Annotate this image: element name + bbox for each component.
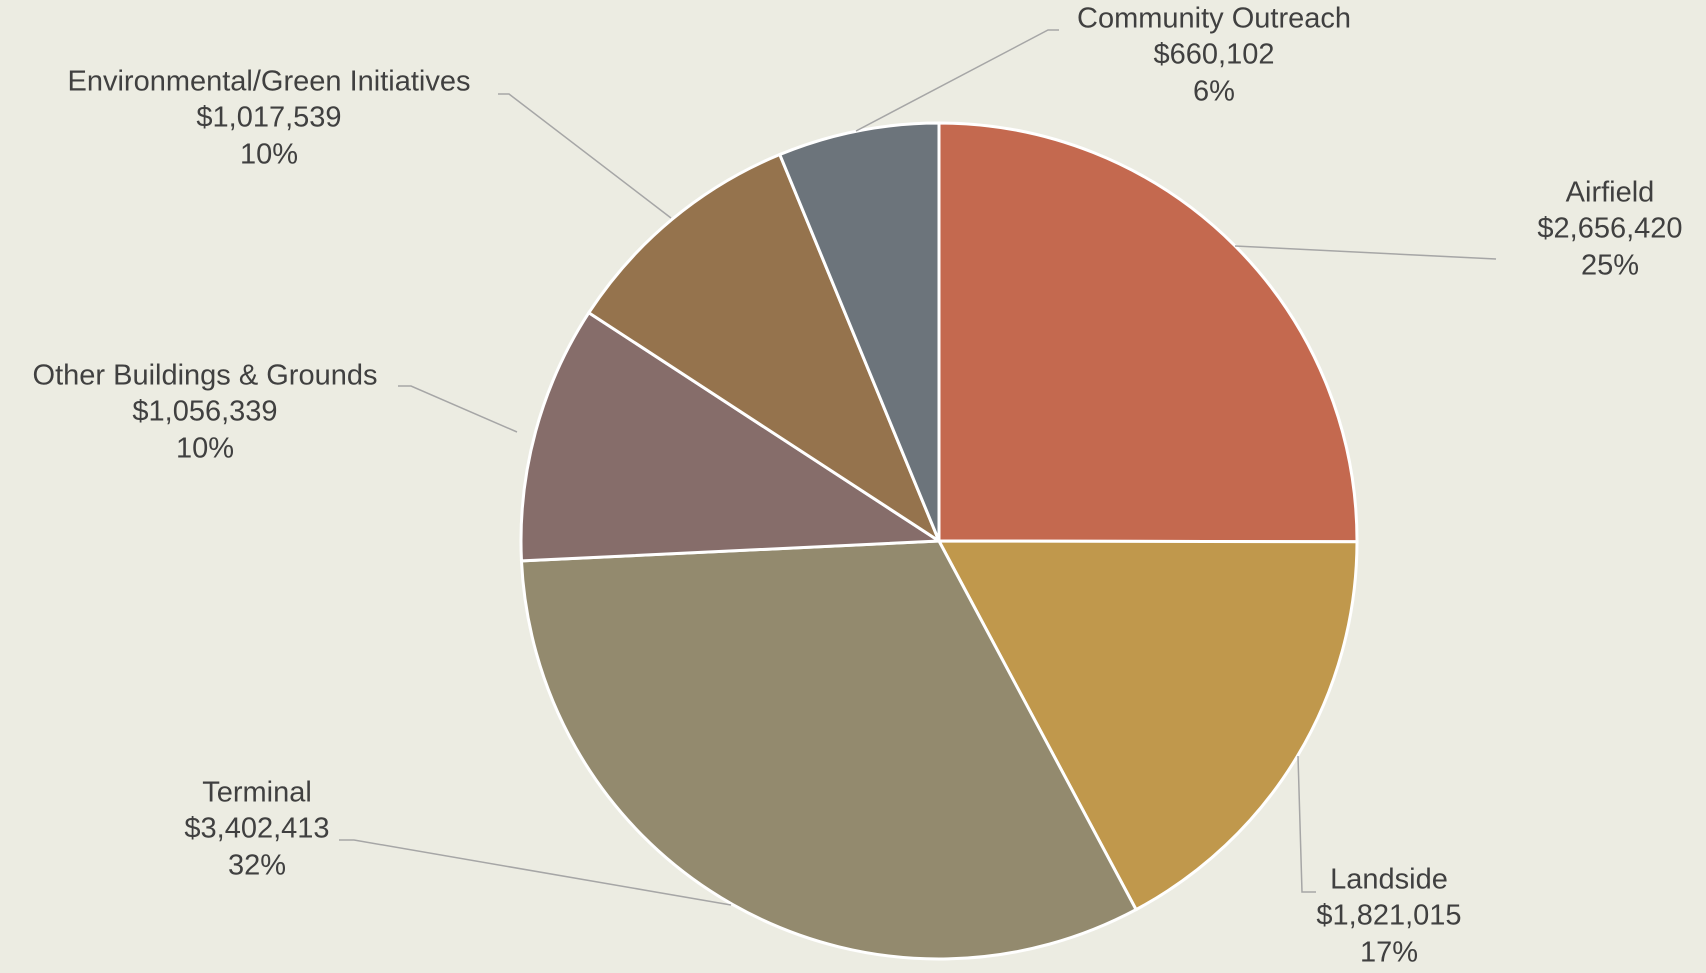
value-label: $1,821,015 xyxy=(1316,900,1461,932)
leader-line xyxy=(855,29,1059,132)
pie-slice xyxy=(937,121,1359,544)
slice-label: Airfield xyxy=(1566,177,1655,209)
value-label: $1,056,339 xyxy=(132,396,277,428)
pie-slice xyxy=(586,152,943,545)
percent-label: 17% xyxy=(1360,937,1418,969)
slice-label: Community Outreach xyxy=(1077,3,1351,35)
percent-label: 6% xyxy=(1193,76,1235,108)
slice-label: Other Buildings & Grounds xyxy=(33,360,378,392)
percent-label: 10% xyxy=(176,433,234,465)
percent-label: 25% xyxy=(1581,250,1639,282)
value-label: $3,402,413 xyxy=(184,813,329,845)
slice-label: Environmental/Green Initiatives xyxy=(68,66,471,98)
leader-line xyxy=(339,839,732,906)
slice-label: Landside xyxy=(1330,864,1448,896)
pie-slice xyxy=(519,310,944,563)
leader-line xyxy=(1297,755,1316,893)
pie-slice xyxy=(777,121,941,542)
value-label: $2,656,420 xyxy=(1537,213,1682,245)
percent-label: 32% xyxy=(228,850,286,882)
pie-slice xyxy=(519,539,1139,961)
leader-line xyxy=(398,385,518,433)
percent-label: 10% xyxy=(240,139,298,171)
leader-line xyxy=(498,93,672,219)
value-label: $660,102 xyxy=(1154,39,1275,71)
leader-line xyxy=(1234,245,1497,260)
value-label: $1,017,539 xyxy=(196,102,341,134)
slice-label: Terminal xyxy=(202,777,312,809)
